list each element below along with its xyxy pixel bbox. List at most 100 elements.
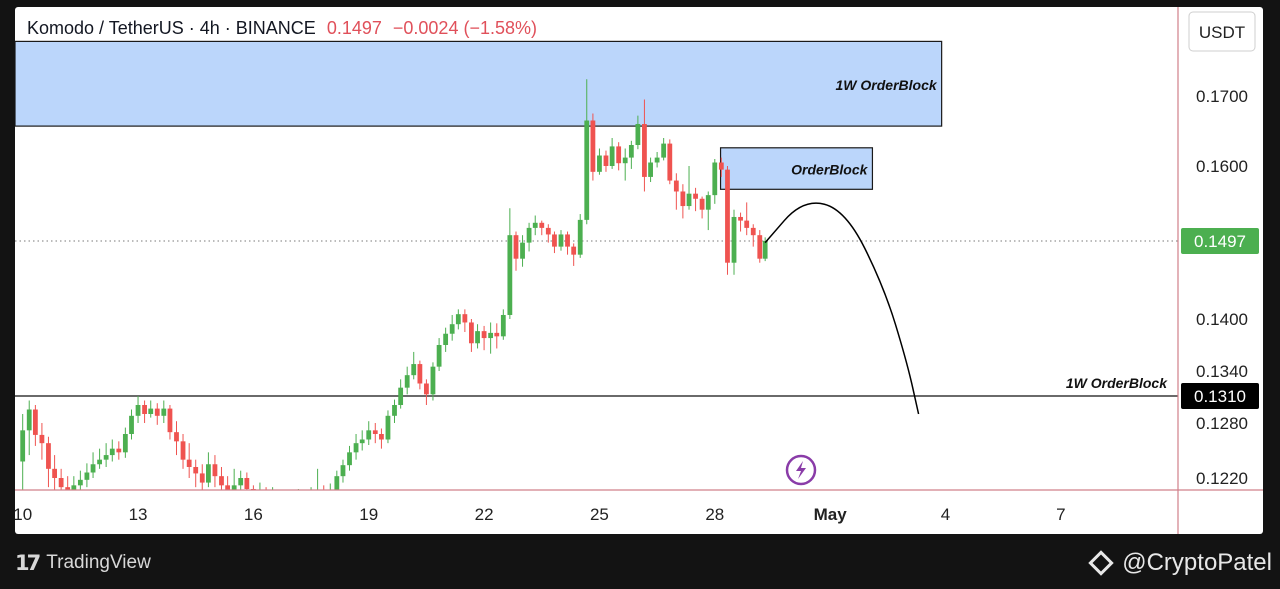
candle-body	[46, 443, 51, 469]
candle-body	[129, 415, 134, 434]
candle-body	[392, 405, 397, 416]
current-price-tag	[1181, 228, 1259, 254]
candle-body	[699, 198, 705, 210]
candle-body	[135, 405, 141, 416]
candle-body	[302, 496, 307, 498]
candle-body	[532, 222, 538, 228]
candle-body	[718, 162, 724, 170]
candle-body	[398, 387, 404, 405]
level-label: 1W OrderBlock	[1066, 375, 1168, 391]
candle-body	[270, 496, 275, 498]
candle-body	[628, 145, 634, 158]
candle-body	[661, 143, 667, 158]
candle-body	[507, 235, 513, 315]
candle-body	[277, 496, 282, 501]
candle-body	[289, 498, 294, 500]
candle-body	[193, 467, 199, 474]
candle-body	[65, 487, 71, 490]
x-tick-label: 4	[941, 505, 950, 524]
candle-body	[539, 222, 545, 228]
candle-body	[738, 216, 743, 221]
candle-body	[199, 473, 205, 483]
candle-body	[635, 124, 641, 145]
candle-body	[116, 448, 122, 453]
currency-button[interactable]	[1188, 11, 1256, 52]
candle-body	[238, 478, 244, 486]
candle-body	[750, 227, 756, 236]
candle-body	[693, 193, 698, 199]
candle-body	[430, 366, 436, 395]
orderblock-zone	[15, 40, 943, 127]
candle-body	[328, 491, 333, 497]
x-tick-label: 7	[1056, 505, 1065, 524]
y-tick-label: 0.1280	[1196, 414, 1248, 433]
x-tick-label: 10	[15, 505, 32, 524]
chart-header: Komodo / TetherUS · 4h · BINANCE 0.1497 …	[27, 18, 537, 39]
x-tick-label: 16	[244, 505, 263, 524]
candle-body	[244, 478, 250, 489]
x-tick-label: 28	[705, 505, 724, 524]
candle-body	[26, 409, 32, 431]
candle-body	[462, 314, 468, 323]
x-tick-label: May	[814, 505, 848, 524]
candle-body	[359, 439, 365, 444]
candle-body	[597, 155, 602, 172]
candle-body	[97, 459, 102, 465]
candle-body	[161, 408, 167, 416]
candle-body	[616, 146, 622, 164]
lightning-bolt	[796, 461, 806, 479]
candle-body	[180, 441, 186, 460]
candle-body	[385, 415, 391, 440]
candle-body	[673, 180, 679, 192]
candles	[20, 79, 768, 501]
candle-body	[436, 345, 442, 367]
zone-label: OrderBlock	[791, 162, 868, 178]
candle-body	[142, 405, 147, 414]
candle-body	[52, 468, 58, 478]
candle-body	[122, 434, 128, 453]
candle-body	[347, 452, 352, 466]
footer-credit: @CryptoPatel	[1088, 549, 1272, 577]
candle-body	[225, 485, 231, 490]
candle-body	[154, 408, 160, 416]
candle-body	[109, 448, 115, 456]
candle-body	[545, 227, 551, 235]
candle-body	[174, 432, 179, 442]
candle-body	[39, 434, 45, 444]
candle-body	[686, 193, 692, 207]
candle-body	[404, 375, 410, 388]
candle-body	[513, 235, 519, 259]
candle-body	[340, 465, 346, 477]
level-price-label: 0.1310	[1194, 387, 1246, 406]
candle-body	[77, 479, 83, 486]
binance-diamond-icon	[1088, 550, 1114, 576]
candle-body	[648, 162, 653, 177]
candle-body	[469, 322, 474, 344]
y-tick-label: 0.1600	[1196, 157, 1248, 176]
candle-body	[366, 430, 372, 440]
candle-body	[725, 169, 730, 263]
zone-label: 1W OrderBlock	[836, 77, 938, 93]
x-tick-label: 22	[475, 505, 494, 524]
candle-body	[609, 146, 615, 166]
candle-body	[424, 383, 429, 395]
x-tick-label: 13	[129, 505, 148, 524]
candle-body	[20, 430, 26, 462]
candle-body	[283, 498, 288, 501]
y-tick-label: 0.1220	[1196, 469, 1248, 488]
candle-body	[680, 191, 686, 207]
chart-frame: 1W OrderBlock OrderBlock 1W OrderBlock US…	[15, 7, 1263, 534]
candle-body	[475, 331, 480, 344]
x-tick-label: 19	[359, 505, 378, 524]
candle-body	[309, 495, 314, 499]
candle-body	[603, 155, 609, 166]
candle-body	[443, 333, 449, 345]
candle-body	[449, 324, 455, 334]
candle-body	[379, 434, 384, 440]
candle-body	[321, 492, 326, 497]
symbol-title: Komodo / TetherUS · 4h · BINANCE	[27, 18, 316, 38]
price-chart[interactable]: 1W OrderBlock OrderBlock 1W OrderBlock US…	[15, 7, 1263, 534]
candle-body	[526, 227, 532, 243]
candle-body	[500, 314, 506, 337]
candle-body	[315, 492, 320, 495]
